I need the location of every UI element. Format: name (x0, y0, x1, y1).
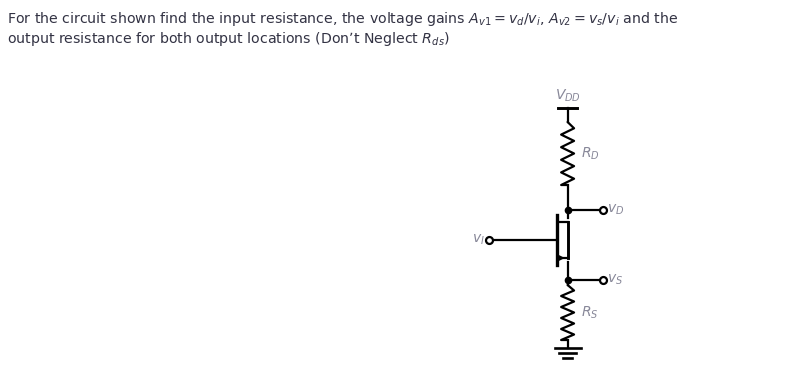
Text: For the circuit shown find the input resistance, the voltage gains $A_{v1} = v_d: For the circuit shown find the input res… (7, 10, 679, 28)
Text: $v_I$: $v_I$ (471, 233, 484, 247)
Text: $R_D$: $R_D$ (580, 145, 599, 162)
Text: output resistance for both output locations (Don’t Neglect $R_{ds}$): output resistance for both output locati… (7, 30, 450, 48)
Text: $v_D$: $v_D$ (607, 203, 625, 217)
Text: $R_S$: $R_S$ (580, 304, 598, 321)
Text: $V_{DD}$: $V_{DD}$ (555, 88, 580, 104)
Text: $v_S$: $v_S$ (607, 273, 623, 287)
